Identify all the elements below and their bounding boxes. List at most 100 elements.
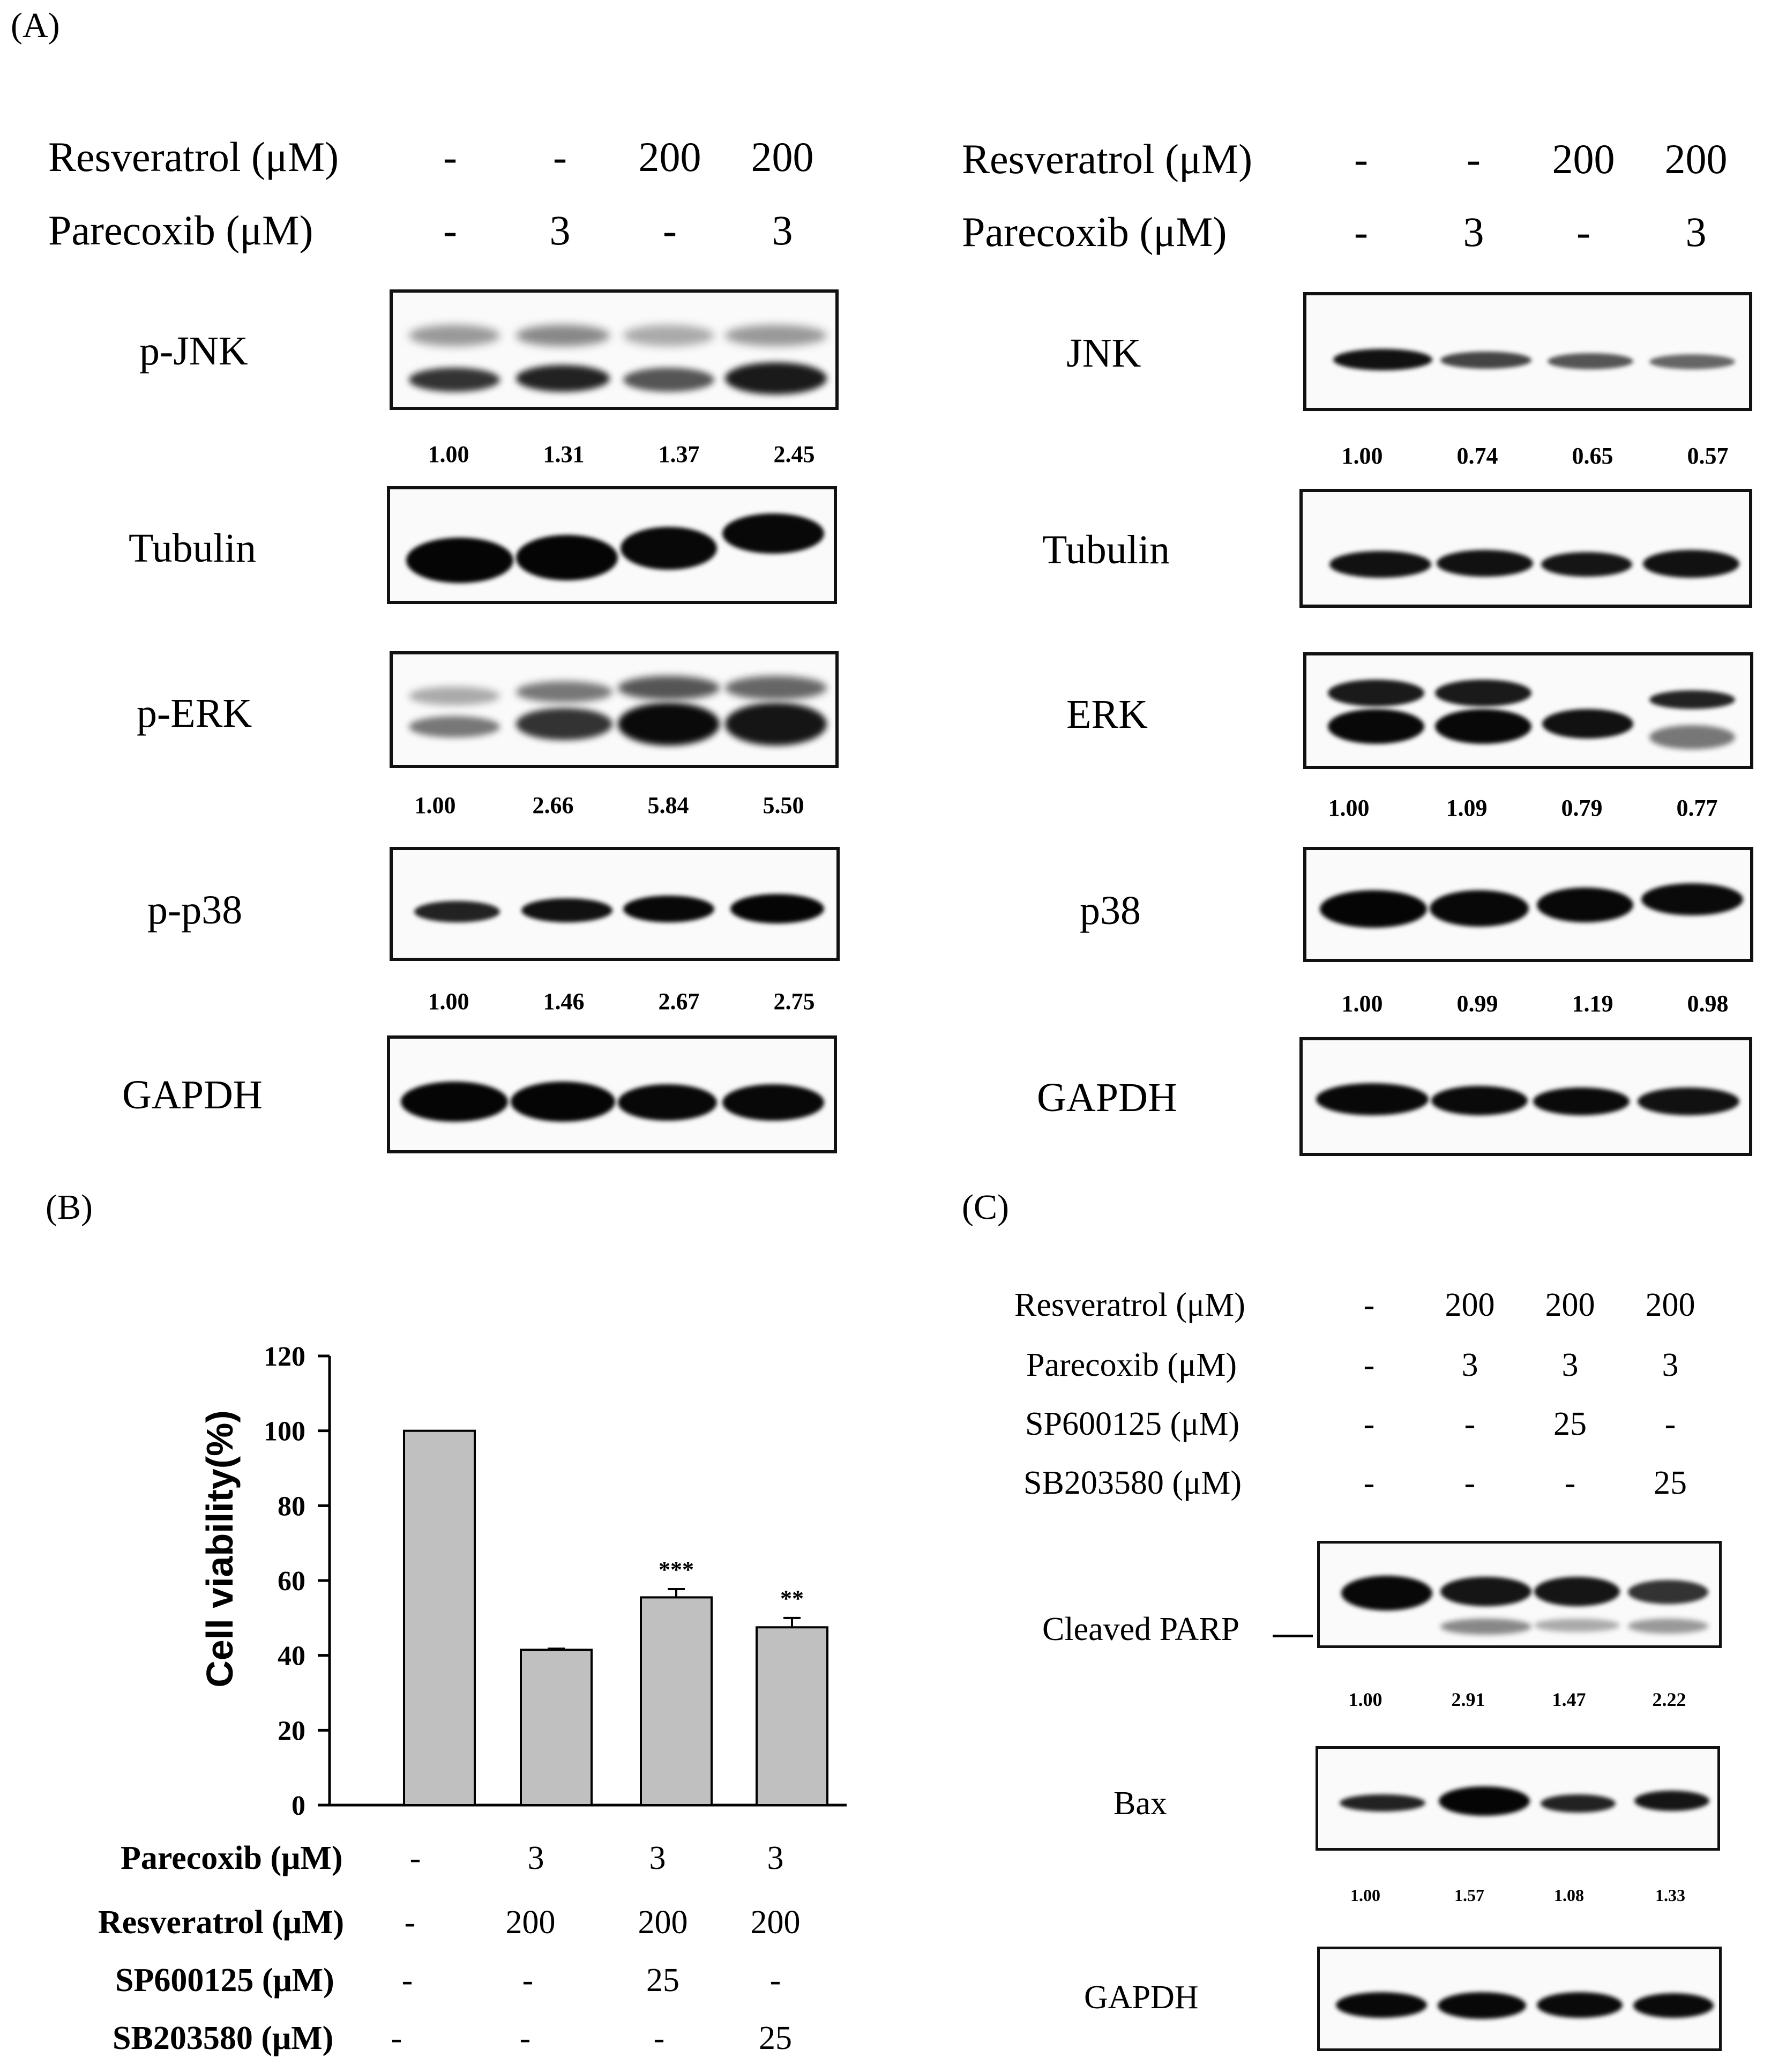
blot-label-jnk: JNK	[1066, 331, 1141, 376]
quant-value: 1.33	[1655, 1885, 1685, 1905]
condition-label-sb203580: SB203580 (μM)	[113, 2020, 334, 2056]
panel-label-b: (B)	[46, 1188, 93, 1227]
treatment-value: 200	[1445, 1287, 1495, 1323]
significance-marker: **	[780, 1585, 804, 1612]
treatment-value: 200	[1664, 136, 1728, 182]
y-tick-label: 60	[278, 1566, 305, 1597]
western-blot-tubulin	[1299, 489, 1752, 608]
y-tick-label: 0	[292, 1791, 305, 1821]
treatment-value: -	[1354, 136, 1368, 182]
quant-value: 1.47	[1552, 1689, 1586, 1710]
quant-value: 2.66	[532, 792, 574, 818]
quant-value: 0.57	[1687, 443, 1729, 469]
treatment-label-parecoxib: Parecoxib (μM)	[1026, 1347, 1237, 1383]
quant-value: 1.57	[1454, 1885, 1484, 1905]
treatment-value: -	[443, 133, 457, 180]
condition-value: -	[391, 2020, 402, 2056]
western-blot-bax	[1316, 1746, 1720, 1851]
quant-value: 1.19	[1572, 990, 1613, 1017]
condition-value: 25	[759, 2020, 792, 2056]
blot-label-gapdh: GAPDH	[1084, 1979, 1199, 2016]
treatment-value: 200	[1645, 1287, 1695, 1323]
quant-value: 2.67	[658, 988, 700, 1015]
y-tick-label: 80	[278, 1491, 305, 1522]
western-blot-p-erk	[390, 651, 839, 768]
treatment-label-resveratrol: Resveratrol (μM)	[1014, 1287, 1245, 1323]
treatment-value: -	[1467, 136, 1481, 182]
bar	[756, 1626, 828, 1807]
quant-value: 0.79	[1561, 795, 1603, 821]
condition-value: -	[769, 1962, 781, 1999]
western-blot-tubulin	[387, 486, 837, 604]
blot-label-tubulin: Tubulin	[1042, 527, 1170, 572]
treatment-value: 25	[1553, 1406, 1587, 1442]
quant-value: 1.08	[1554, 1885, 1584, 1905]
condition-value: 200	[638, 1904, 688, 1941]
treatment-label-resveratrol: Resveratrol (μM)	[962, 136, 1253, 182]
quant-value: 1.00	[414, 792, 456, 818]
treatment-label-sb203580: SB203580 (μM)	[1023, 1465, 1242, 1501]
treatment-label-resveratrol: Resveratrol (μM)	[48, 133, 339, 180]
condition-value: 3	[767, 1840, 784, 1876]
blot-label-p-p38: p-p38	[147, 888, 243, 933]
western-blot-gapdh	[1317, 1947, 1722, 2051]
condition-value: 200	[505, 1904, 556, 1941]
treatment-value: 3	[1685, 208, 1707, 255]
treatment-value: 200	[751, 133, 814, 180]
treatment-value: -	[553, 133, 567, 180]
blot-label-gapdh: GAPDH	[122, 1072, 263, 1117]
quant-value: 0.74	[1456, 443, 1498, 469]
quant-value: 1.31	[543, 441, 585, 467]
treatment-value: -	[1664, 1406, 1676, 1442]
quant-value: 5.50	[763, 792, 804, 818]
treatment-value: -	[1363, 1465, 1375, 1501]
condition-value: -	[409, 1840, 421, 1876]
blot-label-p-jnk: p-JNK	[139, 329, 248, 374]
y-tick-label: 40	[278, 1641, 305, 1672]
condition-value: 3	[527, 1840, 544, 1876]
quant-value: 0.98	[1687, 990, 1729, 1017]
quant-value: 2.22	[1652, 1689, 1686, 1710]
western-blot-gapdh	[387, 1035, 837, 1153]
panel-label-a: (A)	[11, 6, 60, 45]
quant-value: 1.00	[428, 988, 469, 1015]
treatment-value: 200	[1545, 1287, 1595, 1323]
treatment-value: -	[1363, 1287, 1375, 1323]
condition-label-resveratrol: Resveratrol (μM)	[98, 1904, 345, 1941]
bar	[520, 1649, 593, 1806]
panel-label-c: (C)	[962, 1188, 1009, 1227]
western-blot-erk	[1303, 652, 1753, 769]
treatment-value: 3	[772, 207, 793, 254]
treatment-value: 3	[1561, 1347, 1579, 1383]
treatment-value: 3	[549, 207, 571, 254]
western-blot-p-p38	[390, 847, 840, 961]
bar	[640, 1596, 713, 1806]
quant-value: 1.00	[1348, 1689, 1383, 1710]
condition-label-parecoxib: Parecoxib (μM)	[121, 1840, 343, 1876]
treatment-value: 200	[638, 133, 701, 180]
blot-label-p38: p38	[1080, 888, 1141, 933]
treatment-label-parecoxib: Parecoxib (μM)	[48, 207, 313, 254]
y-tick-label: 120	[264, 1341, 305, 1372]
quant-value: 2.91	[1451, 1689, 1485, 1710]
treatment-value: 3	[1662, 1347, 1679, 1383]
quant-value: 1.00	[428, 441, 469, 467]
treatment-value: 3	[1461, 1347, 1478, 1383]
quant-value: 0.77	[1676, 795, 1718, 821]
quant-value: 0.99	[1456, 990, 1498, 1017]
western-blot-cleaved-parp	[1317, 1541, 1722, 1648]
y-tick-label: 20	[278, 1716, 305, 1746]
treatment-value: -	[1576, 208, 1590, 255]
treatment-value: -	[1464, 1465, 1476, 1501]
quant-value: 1.09	[1446, 795, 1488, 821]
quant-value: 2.75	[773, 988, 815, 1015]
condition-value: 3	[649, 1840, 666, 1876]
quant-value: 5.84	[647, 792, 689, 818]
quant-value: 1.00	[1341, 990, 1383, 1017]
quant-value: 1.00	[1341, 443, 1383, 469]
blot-label-erk: ERK	[1066, 692, 1148, 737]
band-indicator-line	[1273, 1635, 1313, 1637]
treatment-value: -	[443, 207, 457, 254]
blot-label-bax: Bax	[1114, 1785, 1167, 1822]
